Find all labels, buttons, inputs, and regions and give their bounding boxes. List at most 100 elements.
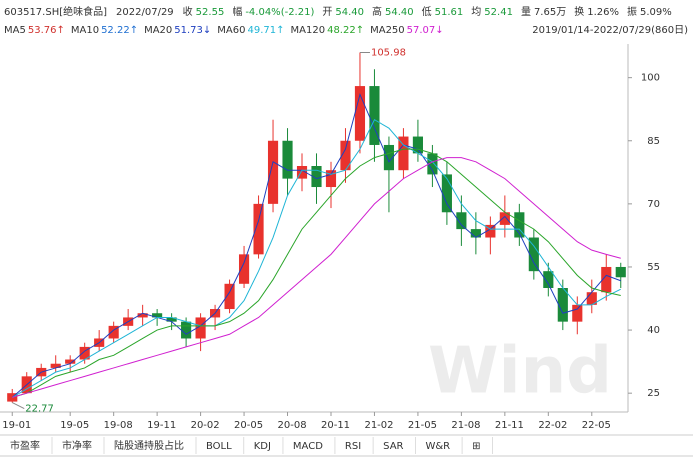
watermark: Wind <box>428 335 612 409</box>
candle-body <box>354 86 366 141</box>
candle-body <box>528 237 539 272</box>
ma-name: MA60 <box>217 25 245 36</box>
indicator-tab[interactable]: 市净率 <box>62 439 92 452</box>
ma-name: MA10 <box>71 25 99 36</box>
candle-body <box>615 266 626 278</box>
ma-value: 51.73↓ <box>174 25 211 36</box>
x-tick-label: 19-11 <box>147 420 176 431</box>
candle-body <box>383 144 395 171</box>
candle-body <box>340 140 351 171</box>
ma-name: MA20 <box>144 25 172 36</box>
quote-label: 均 <box>471 6 481 18</box>
candle-body <box>79 346 90 360</box>
indicator-tab[interactable]: KDJ <box>254 441 271 452</box>
candle-body <box>441 174 452 213</box>
quote-label: 收 <box>183 5 193 18</box>
x-tick-label: 21-11 <box>495 420 524 431</box>
ma-line <box>12 157 621 398</box>
candle-body <box>499 212 510 225</box>
x-tick-label: 21-02 <box>364 420 393 431</box>
quote-value: -4.04%(-2.21) <box>245 7 314 18</box>
x-tick-label: 22-02 <box>538 420 567 431</box>
candle-body <box>325 170 337 188</box>
y-tick-label: 85 <box>647 136 660 147</box>
y-tick-label: 70 <box>647 199 660 210</box>
quote-label: 振 <box>627 5 637 18</box>
candle-body <box>224 283 235 310</box>
indicator-tab[interactable]: BOLL <box>206 441 232 452</box>
candle-body <box>253 203 264 255</box>
ma-value: 48.22↑ <box>327 25 364 36</box>
candle-body <box>166 317 177 322</box>
candle-body <box>7 393 18 402</box>
ma-value: 52.22↑ <box>101 25 138 36</box>
ma-value: 57.07↓ <box>407 25 444 36</box>
quote-value: 1.26% <box>587 7 619 18</box>
quote-label: 幅 <box>232 5 242 18</box>
candle-body <box>470 229 481 238</box>
x-tick-label: 21-05 <box>408 420 437 431</box>
candle-body <box>586 292 597 305</box>
candle-body <box>412 136 423 154</box>
x-tick-label: 20-08 <box>278 420 307 431</box>
x-tick-label: 20-11 <box>321 420 350 431</box>
ma-line <box>11 92 621 398</box>
ma-value: 53.76↑ <box>28 25 65 36</box>
x-tick-label: 20-05 <box>234 420 263 431</box>
quote-value: 51.61 <box>435 7 464 18</box>
candle-body <box>485 224 496 238</box>
min-pointer <box>12 402 25 410</box>
y-tick-label: 100 <box>641 73 660 84</box>
candle-body <box>311 166 322 188</box>
date-range: 2019/01/14-2022/07/29(860日) <box>532 25 688 36</box>
candle-body <box>543 271 554 288</box>
x-tick-label: 19-05 <box>60 420 89 431</box>
candle-body <box>108 325 119 339</box>
indicator-tab[interactable]: 陆股通持股占比 <box>114 439 184 452</box>
indicator-tab[interactable]: SAR <box>383 441 403 452</box>
x-tick-label: 21-08 <box>451 420 480 431</box>
candle-body <box>557 288 568 322</box>
candle-body <box>238 254 250 284</box>
indicator-tab[interactable]: RSI <box>345 441 361 452</box>
x-tick-label: 22-05 <box>582 420 611 431</box>
y-tick-label: 55 <box>647 262 660 273</box>
indicator-tab[interactable]: MACD <box>293 441 323 452</box>
candle-body <box>282 140 293 179</box>
max-label: 105.98 <box>371 47 406 58</box>
quote-value: 52.55 <box>196 7 225 18</box>
ma-name: MA5 <box>4 25 26 36</box>
candle-body <box>195 317 206 339</box>
quote-value: 54.40 <box>335 7 364 18</box>
candle-body <box>152 313 163 318</box>
candle-body <box>65 359 76 364</box>
quote-label: 高 <box>372 5 382 18</box>
candle-body <box>601 266 612 293</box>
quote-label: 低 <box>422 5 432 18</box>
ma-value: 49.71↑ <box>248 25 285 36</box>
min-label: 22.77 <box>25 404 54 415</box>
indicator-tab[interactable]: W&R <box>425 441 450 452</box>
candle-body <box>137 313 148 318</box>
quote-label: 开 <box>322 7 332 18</box>
x-tick-label: 20-02 <box>191 420 220 431</box>
quote-value: 7.65万 <box>534 7 566 18</box>
indicator-tab[interactable]: 市盈率 <box>10 439 40 452</box>
candle-body <box>369 86 380 145</box>
quote-label: 603517.SH[绝味食品] <box>4 5 107 18</box>
quote-label: 换 <box>574 5 584 18</box>
candle-body <box>572 304 583 322</box>
candle-body <box>514 212 525 238</box>
quote-label: 量 <box>521 6 531 18</box>
indicator-tab[interactable]: ⊞ <box>472 441 480 452</box>
candle-body <box>181 321 192 339</box>
ma-line <box>11 119 621 398</box>
quote-value: 54.40 <box>385 7 414 18</box>
quote-value: 52.41 <box>484 7 513 18</box>
x-tick-label: 19-01 <box>2 420 31 431</box>
y-tick-label: 25 <box>647 388 660 399</box>
candle-body <box>50 363 61 368</box>
quote-label: 2022/07/29 <box>116 7 174 18</box>
